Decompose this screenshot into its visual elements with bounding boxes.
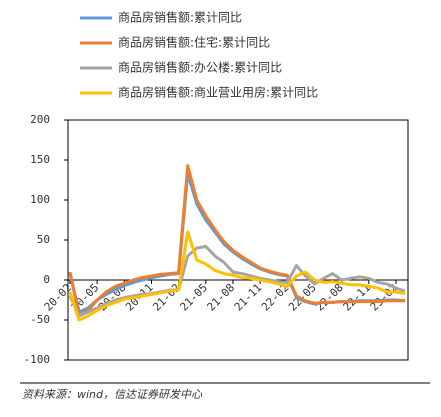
legend-label: 商品房销售额:商业营业用房:累计同比 (118, 85, 318, 100)
x-tick-label: 21-11 (232, 281, 265, 314)
plot-frame (67, 119, 409, 361)
y-tick-label: 0 (43, 273, 50, 286)
x-tick-label: 21-05 (177, 281, 210, 314)
y-tick-label: -100 (24, 353, 51, 366)
y-tick-label: 100 (30, 193, 50, 206)
y-tick-label: 150 (30, 153, 50, 166)
series-line (68, 164, 405, 318)
y-tick-label: -50 (30, 313, 50, 326)
y-tick-label: 200 (30, 113, 50, 126)
legend-label: 商品房销售额:住宅:累计同比 (118, 35, 270, 50)
source: 资料来源：wind，信达证券研发中心 (22, 388, 203, 401)
x-tick-label: 21-08 (205, 281, 238, 314)
series-line (68, 230, 406, 322)
legend-label: 商品房销售额:累计同比 (118, 10, 242, 25)
x-tick-label: 22-08 (313, 281, 346, 314)
y-tick-label: 50 (37, 233, 50, 246)
legend-label: 商品房销售额:办公楼:累计同比 (118, 60, 282, 75)
series-line (68, 244, 406, 318)
